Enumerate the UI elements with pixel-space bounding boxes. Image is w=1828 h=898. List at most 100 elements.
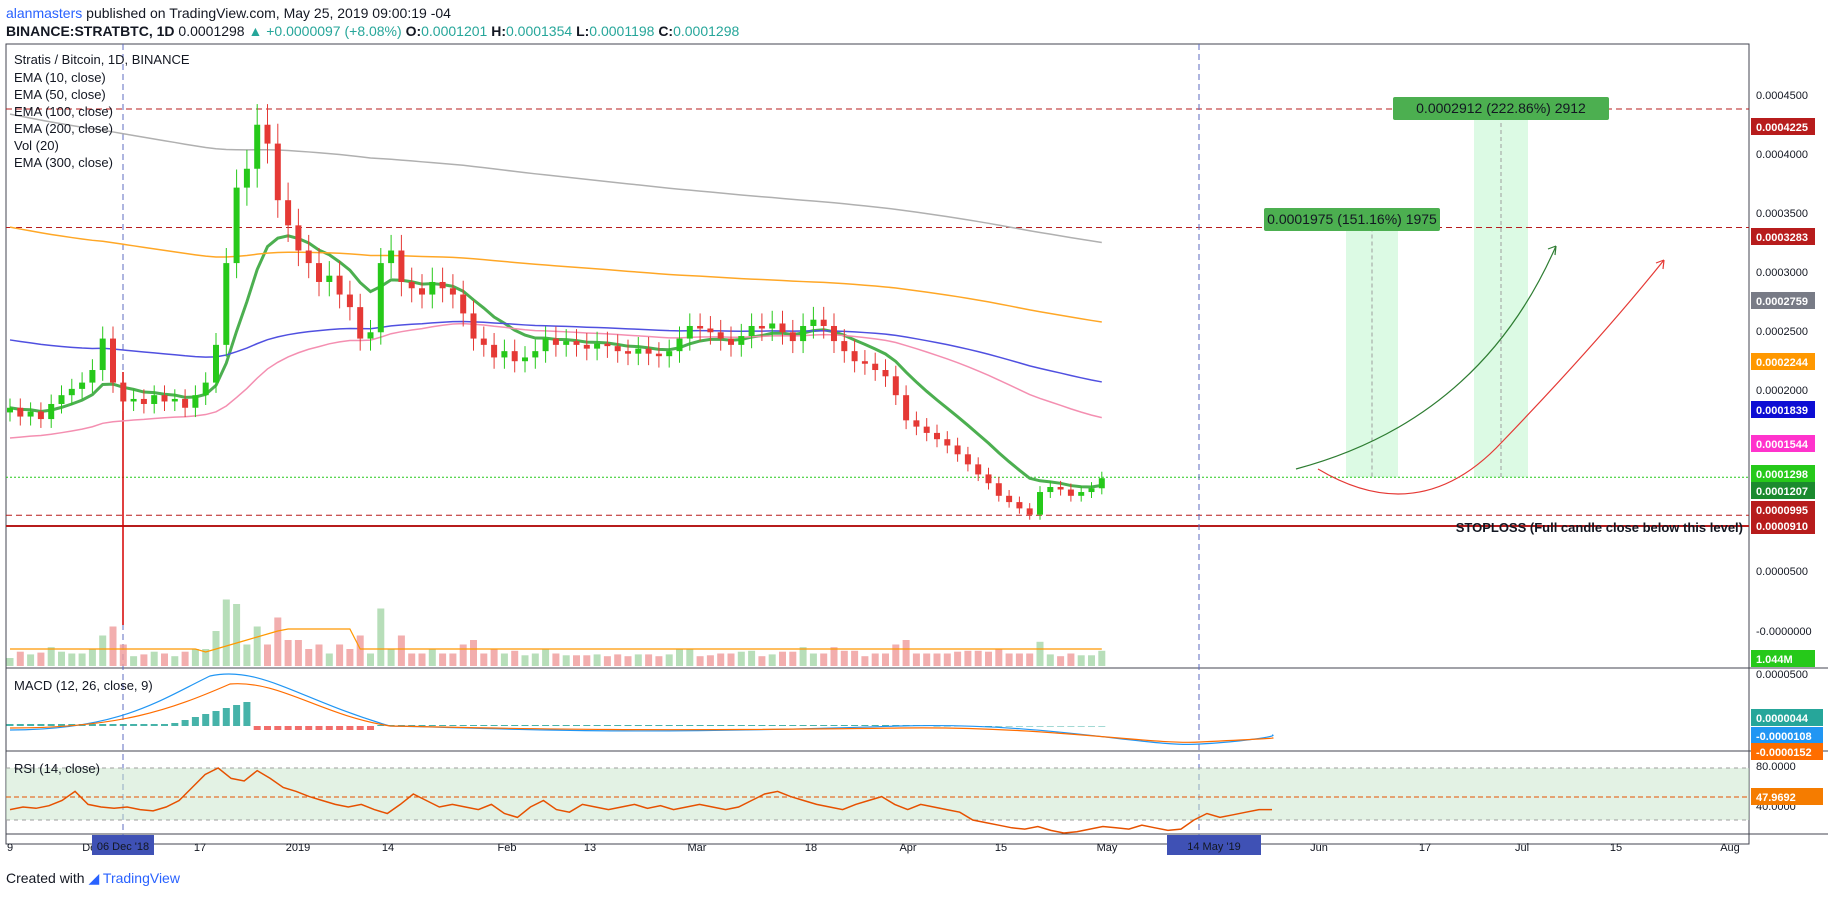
candle[interactable] bbox=[130, 389, 137, 412]
candle[interactable] bbox=[583, 333, 590, 361]
candle[interactable] bbox=[27, 402, 34, 426]
candle[interactable] bbox=[398, 234, 405, 297]
candle[interactable] bbox=[151, 385, 158, 414]
candle[interactable] bbox=[140, 389, 147, 414]
candle[interactable] bbox=[964, 446, 971, 472]
candle[interactable] bbox=[625, 339, 631, 366]
candle[interactable] bbox=[1098, 471, 1105, 495]
candle[interactable] bbox=[861, 350, 868, 375]
candle[interactable] bbox=[645, 336, 652, 366]
candle[interactable] bbox=[697, 313, 704, 341]
candle[interactable] bbox=[655, 342, 662, 368]
candle[interactable] bbox=[449, 274, 456, 309]
candle[interactable] bbox=[377, 248, 384, 345]
candle[interactable] bbox=[831, 313, 837, 354]
candle[interactable] bbox=[305, 234, 312, 279]
candle[interactable] bbox=[717, 319, 724, 351]
candle[interactable] bbox=[1067, 483, 1074, 502]
candle[interactable] bbox=[223, 248, 230, 357]
candle[interactable] bbox=[89, 359, 96, 393]
candle[interactable] bbox=[872, 352, 879, 381]
candle[interactable] bbox=[707, 316, 714, 345]
candle[interactable] bbox=[769, 310, 776, 341]
candle[interactable] bbox=[676, 326, 683, 363]
candle[interactable] bbox=[429, 267, 436, 309]
candle[interactable] bbox=[800, 313, 807, 354]
candle[interactable] bbox=[975, 457, 982, 482]
candle[interactable] bbox=[48, 394, 55, 428]
candle[interactable] bbox=[285, 182, 292, 242]
candle[interactable] bbox=[7, 398, 13, 422]
candle[interactable] bbox=[501, 339, 508, 369]
candle[interactable] bbox=[470, 300, 477, 351]
candle[interactable] bbox=[326, 261, 333, 297]
candle[interactable] bbox=[1057, 480, 1064, 496]
candle[interactable] bbox=[58, 385, 65, 414]
candle[interactable] bbox=[1037, 486, 1043, 520]
candle[interactable] bbox=[913, 411, 920, 436]
candle[interactable] bbox=[511, 339, 518, 373]
candle[interactable] bbox=[161, 385, 168, 412]
candle[interactable] bbox=[367, 319, 374, 351]
candle[interactable] bbox=[460, 280, 467, 327]
candle[interactable] bbox=[254, 104, 261, 188]
candle[interactable] bbox=[820, 306, 827, 339]
candle[interactable] bbox=[316, 248, 322, 297]
candle[interactable] bbox=[686, 313, 693, 351]
candle[interactable] bbox=[666, 339, 673, 368]
candle[interactable] bbox=[110, 326, 116, 393]
author-link[interactable]: alanmasters bbox=[6, 5, 83, 21]
candle[interactable] bbox=[388, 234, 395, 279]
candle[interactable] bbox=[480, 326, 487, 357]
candle[interactable] bbox=[202, 372, 209, 405]
candle[interactable] bbox=[954, 437, 961, 462]
candle[interactable] bbox=[594, 331, 601, 361]
bearish-projection-curve[interactable] bbox=[1317, 259, 1665, 495]
candle[interactable] bbox=[1026, 503, 1033, 520]
candle[interactable] bbox=[295, 208, 302, 267]
candle[interactable] bbox=[1016, 496, 1023, 514]
candle[interactable] bbox=[1088, 482, 1095, 498]
candle[interactable] bbox=[439, 267, 446, 303]
candle[interactable] bbox=[120, 372, 127, 412]
candle[interactable] bbox=[995, 476, 1002, 502]
candle[interactable] bbox=[635, 336, 642, 366]
candle[interactable] bbox=[789, 319, 796, 354]
candle[interactable] bbox=[903, 385, 910, 430]
candle[interactable] bbox=[573, 329, 580, 357]
candle[interactable] bbox=[985, 467, 992, 490]
candle[interactable] bbox=[182, 389, 189, 418]
candle[interactable] bbox=[491, 333, 498, 369]
candle[interactable] bbox=[614, 334, 621, 363]
candle[interactable] bbox=[532, 339, 539, 369]
measure-box-1[interactable] bbox=[1346, 227, 1398, 478]
candle[interactable] bbox=[1047, 480, 1054, 498]
candle[interactable] bbox=[274, 123, 281, 218]
candle[interactable] bbox=[1006, 490, 1013, 508]
candle[interactable] bbox=[243, 149, 250, 206]
candle[interactable] bbox=[779, 310, 786, 345]
candle[interactable] bbox=[542, 326, 549, 363]
candle[interactable] bbox=[934, 424, 940, 448]
candle[interactable] bbox=[841, 329, 848, 363]
candle[interactable] bbox=[851, 339, 858, 373]
candle[interactable] bbox=[563, 329, 570, 357]
bullish-projection-curve[interactable] bbox=[1295, 245, 1557, 470]
candle[interactable] bbox=[728, 326, 734, 357]
candle[interactable] bbox=[192, 385, 199, 418]
candle[interactable] bbox=[99, 326, 106, 381]
candle[interactable] bbox=[604, 331, 611, 358]
candle[interactable] bbox=[944, 431, 951, 454]
candle[interactable] bbox=[738, 323, 745, 357]
candle[interactable] bbox=[748, 313, 755, 349]
candle[interactable] bbox=[1078, 486, 1085, 502]
candle[interactable] bbox=[79, 372, 86, 399]
candle[interactable] bbox=[882, 359, 889, 387]
candle[interactable] bbox=[37, 402, 44, 428]
candle[interactable] bbox=[171, 389, 178, 412]
candle[interactable] bbox=[758, 313, 765, 341]
candle[interactable] bbox=[68, 378, 75, 405]
candle[interactable] bbox=[892, 365, 899, 405]
candle[interactable] bbox=[357, 293, 364, 351]
